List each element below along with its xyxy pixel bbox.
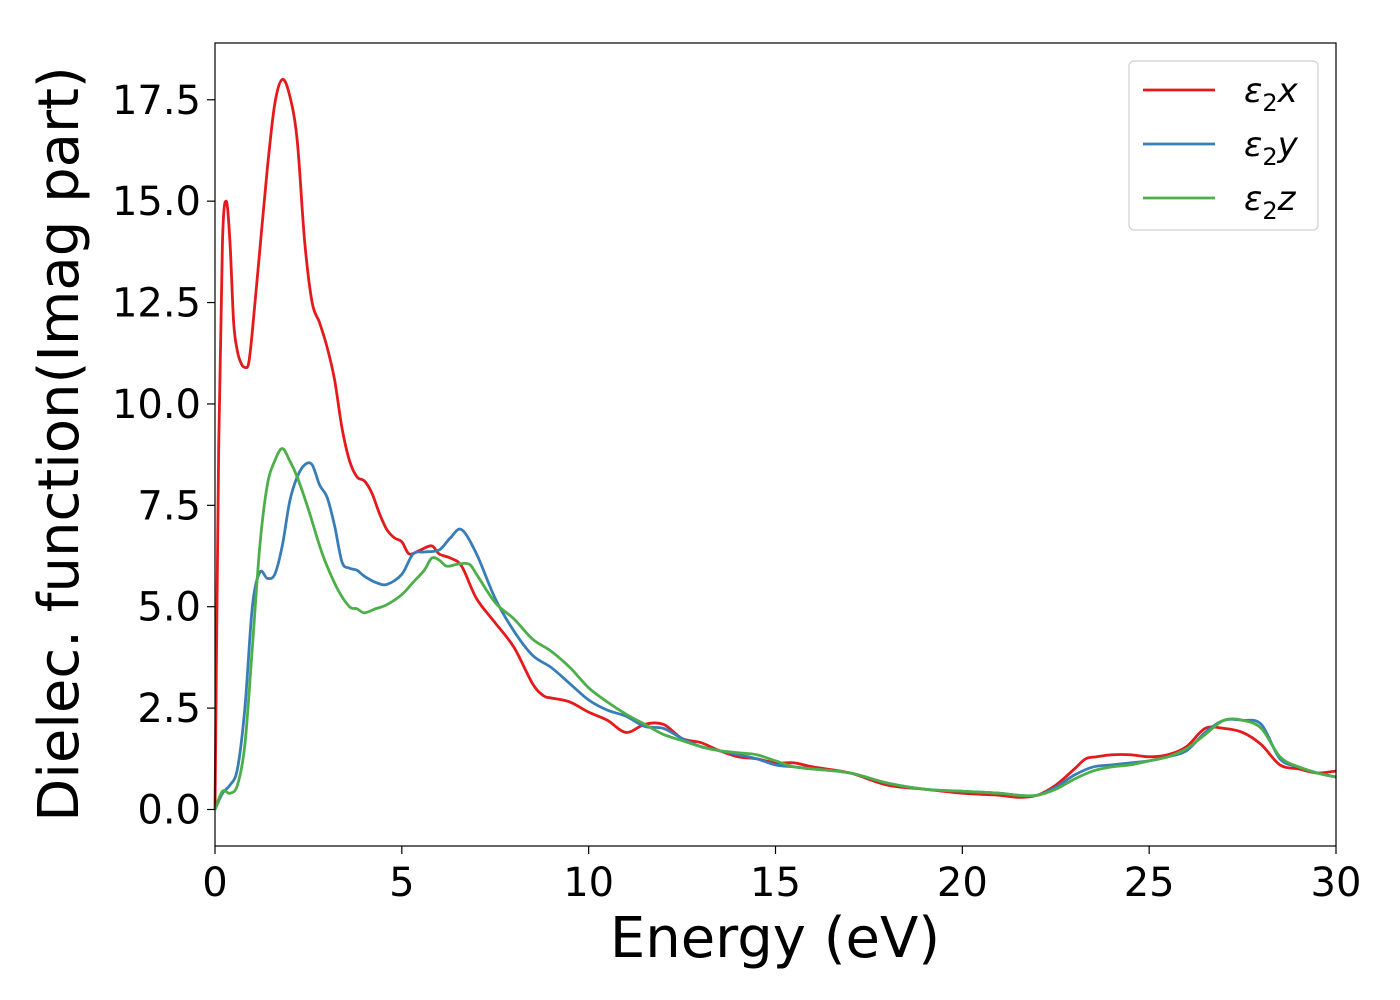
y-tick-label: 0.0: [137, 788, 201, 834]
series-line-y: [213, 461, 1337, 811]
legend-box: [1128, 60, 1319, 231]
y-tick-label: 2.5: [137, 686, 201, 732]
x-axis-ticks: 0 5 10 15 20 25 30: [202, 846, 1361, 906]
x-tick-label: 5: [389, 860, 414, 906]
y-tick-label: 5.0: [137, 585, 201, 631]
series-line-z: [213, 447, 1337, 811]
legend-label-z: ε2z: [1244, 179, 1297, 225]
y-tick-label: 17.5: [112, 78, 201, 124]
x-axis-label: Energy (eV): [610, 906, 940, 971]
x-tick-label: 0: [202, 860, 227, 906]
legend-label-x: ε2x: [1244, 71, 1299, 117]
x-tick-label: 30: [1311, 860, 1362, 906]
y-tick-label: 15.0: [112, 179, 201, 225]
x-tick-label: 25: [1124, 860, 1175, 906]
plot-frame: [214, 42, 1337, 847]
y-axis-label: Dielec. function(Imag part): [27, 66, 92, 822]
y-tick-label: 7.5: [137, 483, 201, 529]
y-axis-ticks: 0.0 2.5 5.0 7.5 10.0 12.5 15.0 17.5: [112, 78, 215, 834]
x-tick-label: 10: [563, 860, 614, 906]
series-line-x: [213, 77, 1337, 810]
y-tick-label: 10.0: [112, 382, 201, 428]
legend: ε2x ε2y ε2z: [1128, 60, 1319, 231]
x-tick-label: 15: [750, 860, 801, 906]
x-tick-label: 20: [937, 860, 988, 906]
y-tick-label: 12.5: [112, 281, 201, 327]
legend-label-y: ε2y: [1244, 125, 1299, 171]
series-layer: [213, 77, 1337, 811]
